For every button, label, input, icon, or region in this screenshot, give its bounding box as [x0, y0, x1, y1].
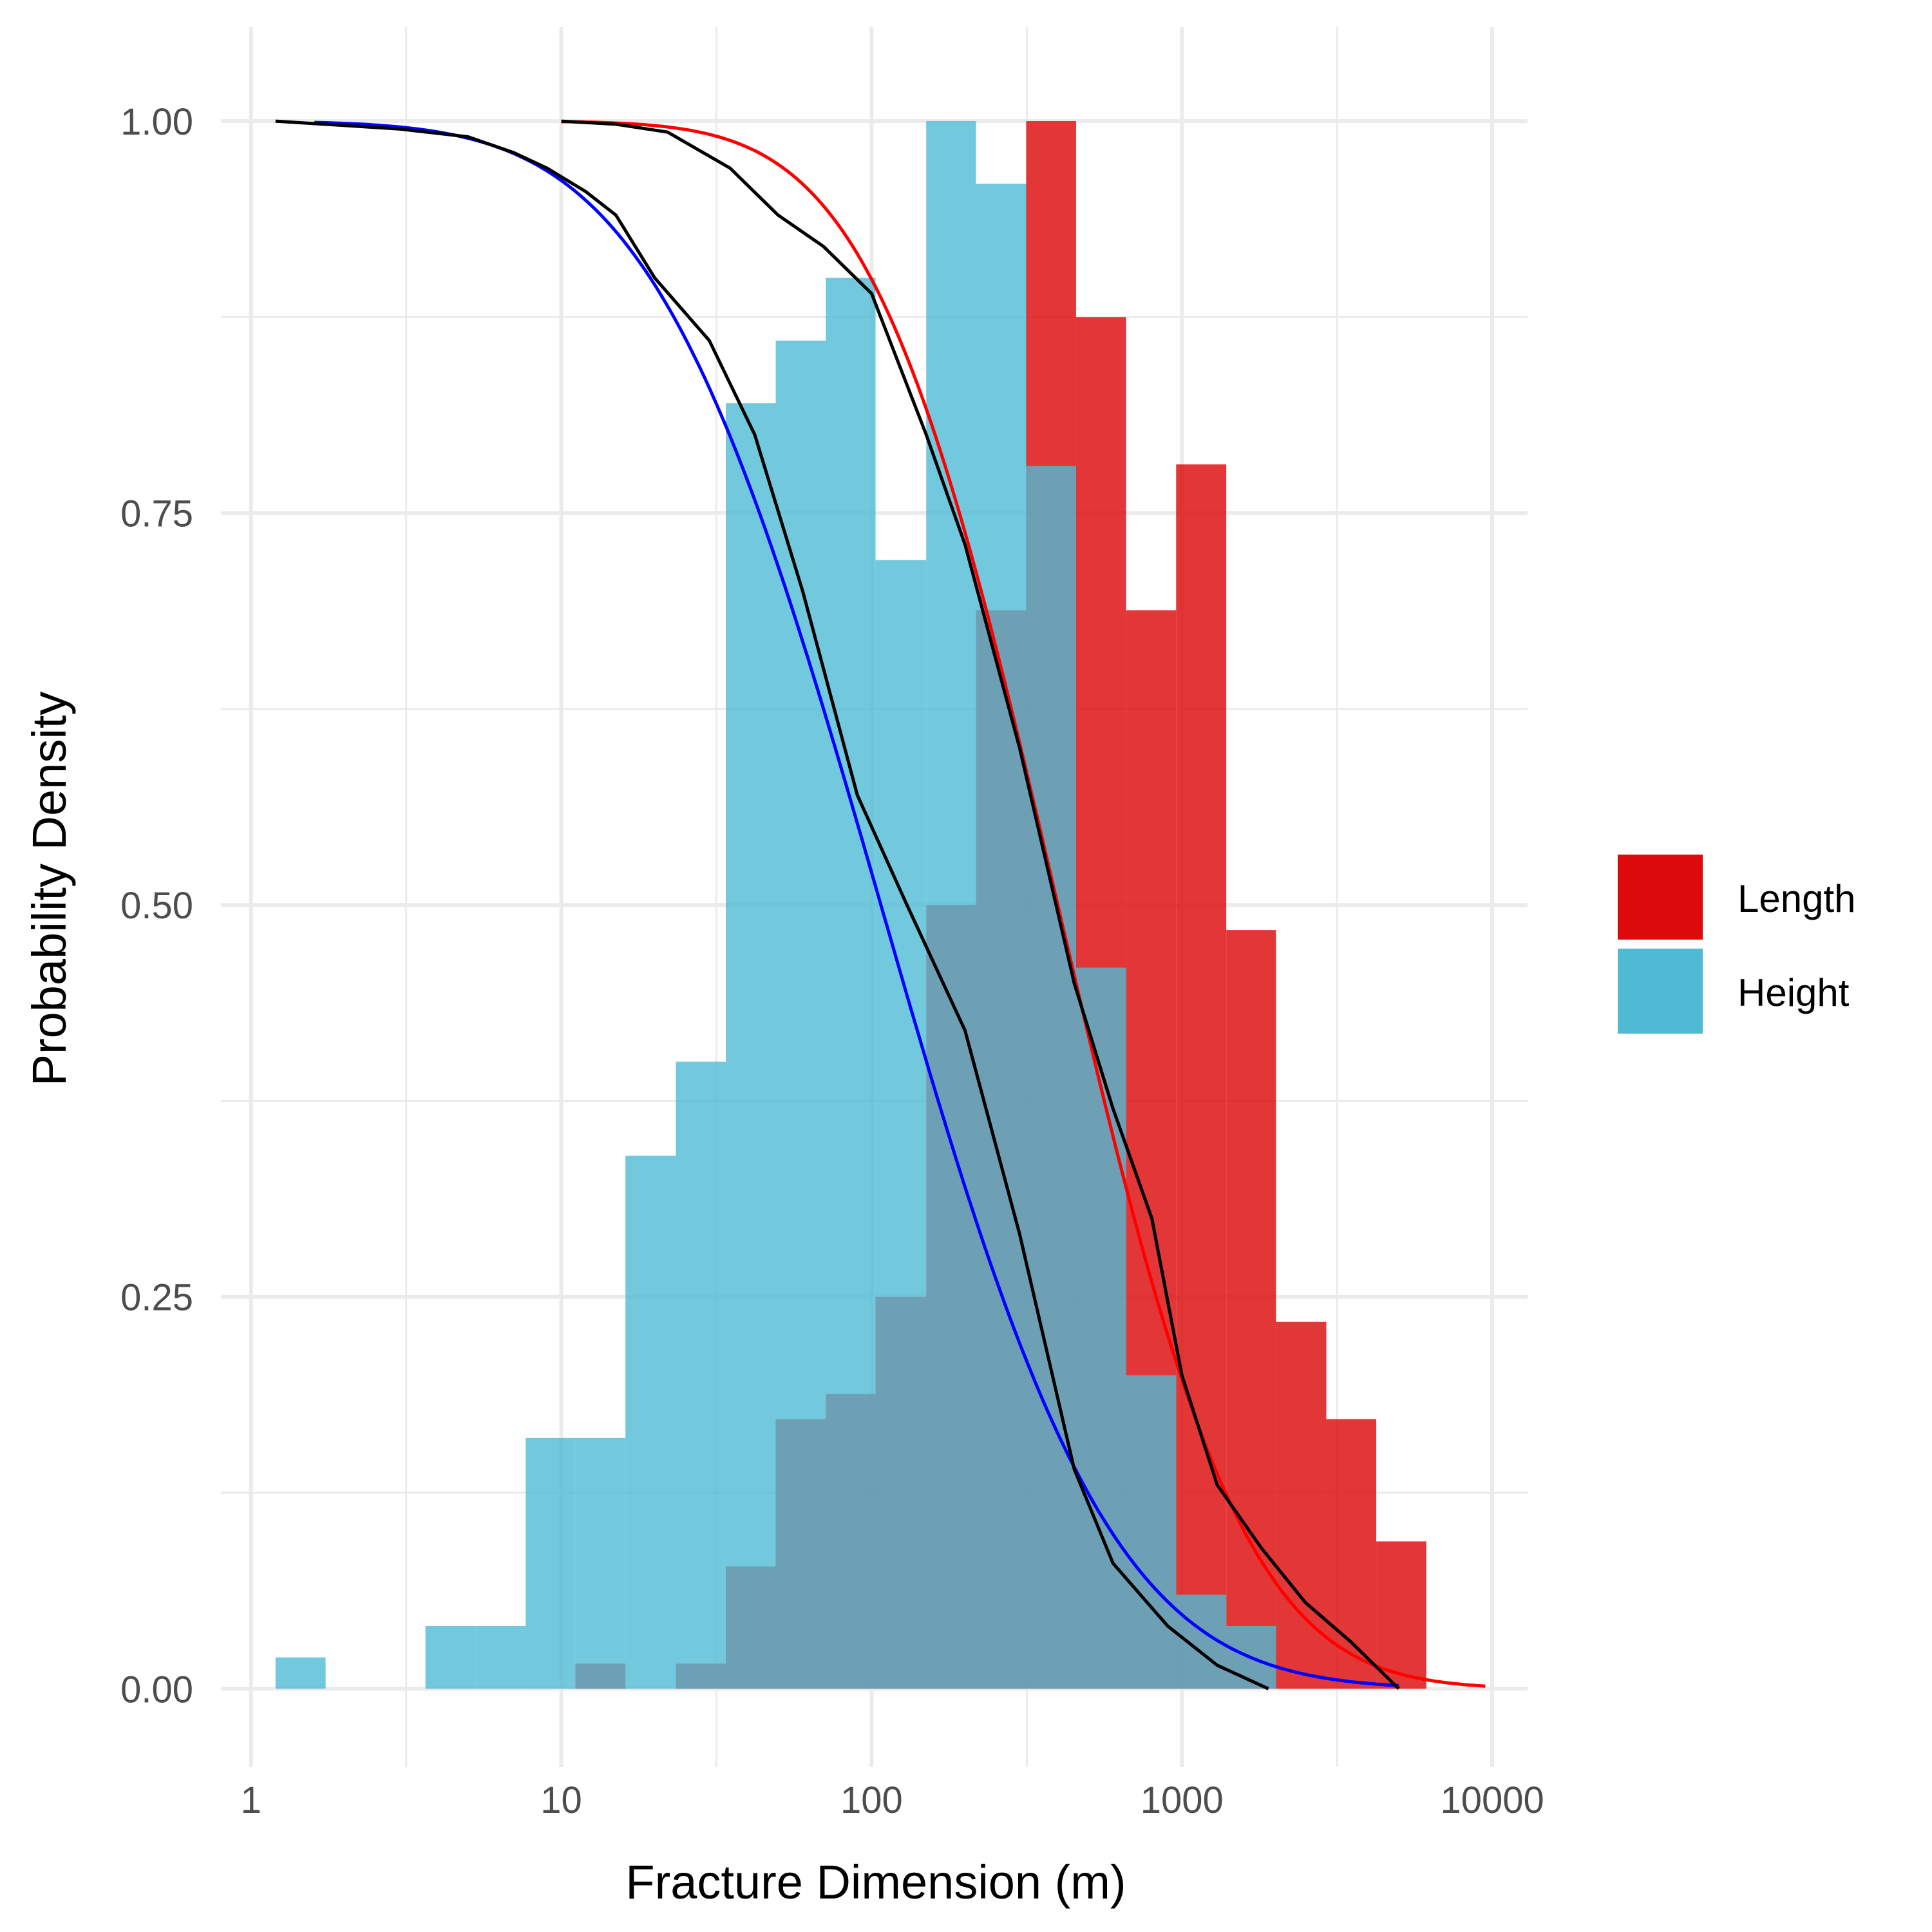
bar-height [826, 278, 876, 1689]
bar-height [676, 1061, 726, 1689]
bar-length [1326, 1419, 1377, 1689]
x-axis-title: Fracture Dimension (m) [625, 1855, 1126, 1909]
bar-height [475, 1625, 526, 1689]
y-axis-title: Probability Density [23, 692, 76, 1086]
legend-key-length [1618, 855, 1703, 940]
bar-length [1226, 930, 1276, 1689]
y-tick-label: 0.50 [120, 885, 193, 927]
bar-height [775, 340, 826, 1689]
bar-height [275, 1657, 326, 1689]
bar-height [1075, 967, 1126, 1689]
bar-height [526, 1437, 576, 1689]
x-tick-label: 1 [241, 1779, 261, 1821]
legend-label-length: Length [1738, 877, 1856, 920]
y-tick-label: 0.00 [120, 1669, 193, 1710]
x-tick-label: 100 [840, 1779, 903, 1821]
x-tick-label: 10 [540, 1779, 582, 1821]
empirical-curve-length [561, 119, 1400, 1690]
x-tick-label: 1000 [1141, 1779, 1224, 1821]
bar-height [1126, 1375, 1177, 1689]
legend-label-height: Height [1738, 971, 1850, 1014]
curves [275, 119, 1486, 1690]
legend: Length Height [1618, 855, 1856, 1034]
empirical-curve-height [275, 119, 1269, 1690]
bar-height [625, 1155, 676, 1689]
x-tick-label: 10000 [1440, 1779, 1544, 1821]
bar-length [1376, 1541, 1426, 1689]
bar-height [726, 403, 776, 1689]
bar-height [926, 121, 976, 1689]
bar-height [575, 1437, 626, 1689]
y-tick-label: 1.00 [120, 101, 193, 143]
y-tick-label: 0.25 [120, 1277, 193, 1319]
bar-length [1276, 1321, 1327, 1689]
bar-length [1176, 464, 1227, 1689]
tick-labels: 1 10 100 1000 10000 0.00 0.25 0.50 0.75 1.00 [120, 101, 1544, 1821]
legend-key-height [1618, 949, 1703, 1034]
histogram-bars [275, 121, 1426, 1689]
y-tick-label: 0.75 [120, 493, 193, 535]
bar-height [1026, 466, 1076, 1689]
bar-height [976, 184, 1027, 1689]
bar-height [425, 1625, 476, 1689]
bar-height [875, 560, 927, 1689]
